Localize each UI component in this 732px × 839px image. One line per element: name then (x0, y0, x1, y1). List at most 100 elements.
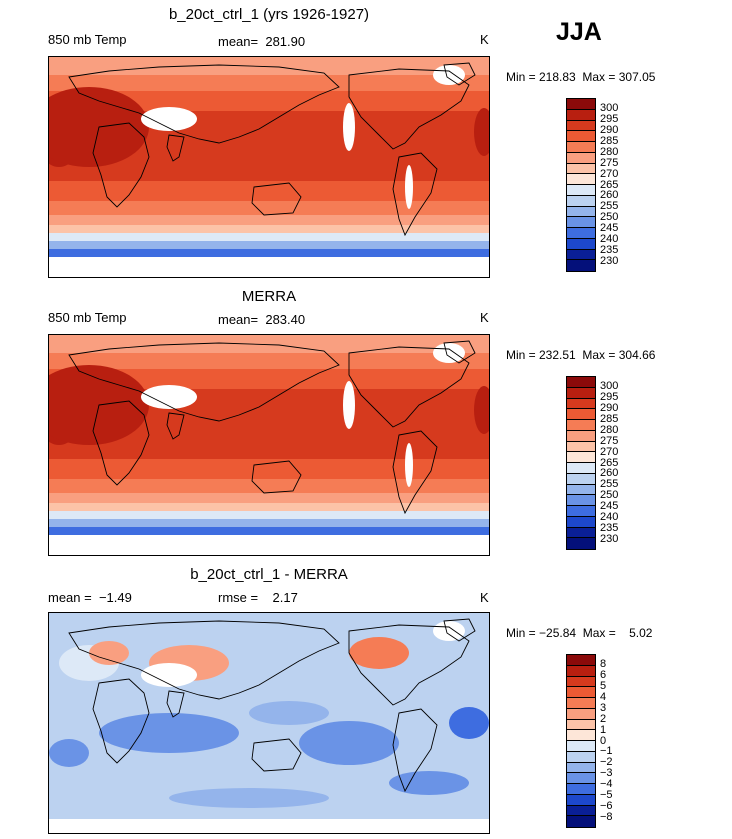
coastline (251, 182, 302, 216)
colorbar-tick-label: 255 (600, 200, 619, 213)
coastline (392, 430, 438, 515)
colorbar-swatch (567, 506, 595, 517)
colorbar-swatch (567, 131, 595, 142)
panel3-minmax: Min = −25.84 Max = 5.02 (506, 626, 653, 640)
coastline (166, 690, 185, 718)
colorbar-swatch (567, 99, 595, 110)
coastline (92, 678, 150, 764)
difference-region (349, 637, 409, 669)
colorbar-swatch (567, 527, 595, 539)
colorbar-tick-label: 255 (600, 478, 619, 491)
contour-band (49, 503, 489, 511)
colorbar-tick-label: 250 (600, 211, 619, 224)
season-label: JJA (556, 18, 602, 46)
missing-data-region (141, 385, 197, 409)
colorbar-tick-label: 275 (600, 434, 619, 447)
colorbar-swatch (567, 687, 595, 698)
contour-band (49, 335, 489, 353)
contour-band (49, 215, 489, 225)
colorbar-tick-label: 230 (600, 532, 619, 545)
panel1-variable-label: 850 mb Temp (48, 32, 127, 47)
colorbar-tick-label: −8 (600, 810, 613, 823)
colorbar-tick-label: 8 (600, 658, 607, 671)
colorbar-swatch (567, 495, 595, 506)
difference-region (249, 701, 329, 725)
difference-region (49, 739, 89, 767)
colorbar-swatch (567, 109, 595, 121)
colorbar-tick-label: 260 (600, 189, 619, 202)
colorbar-swatch (567, 676, 595, 688)
colorbar-tick-label: −2 (600, 756, 613, 769)
contour-band (49, 249, 489, 257)
missing-data-region (405, 443, 413, 487)
colorbar-swatch (567, 120, 595, 132)
contour-band (49, 225, 489, 233)
colorbar-swatch (567, 260, 595, 271)
colorbar-swatch (567, 228, 595, 239)
panel1-title: b_20ct_ctrl_1 (yrs 1926-1927) (168, 6, 370, 23)
contour-band (49, 233, 489, 241)
coastline (251, 738, 302, 772)
difference-region (169, 788, 329, 808)
colorbar-tick-label: 6 (600, 669, 607, 682)
map-field (49, 335, 489, 555)
colorbar-tick-label: −4 (600, 778, 613, 790)
contour-band (49, 57, 489, 75)
coastline (92, 400, 150, 486)
difference-region (299, 721, 399, 765)
hot-region (474, 108, 489, 156)
missing-data-region (433, 621, 465, 641)
colorbar-tick-label: 285 (600, 413, 619, 425)
colorbar-swatch (567, 794, 595, 806)
colorbar-swatch (567, 762, 595, 774)
colorbar-tick-label: 240 (600, 510, 619, 523)
missing-data-region (405, 165, 413, 209)
coastline (68, 620, 340, 700)
coastline (68, 342, 340, 422)
colorbar-swatch (567, 249, 595, 261)
coastline (443, 340, 476, 364)
colorbar-swatch (567, 398, 595, 410)
colorbar-swatch (567, 206, 595, 218)
contour-band (49, 535, 489, 555)
contour-band (49, 459, 489, 479)
colorbar-swatch (567, 730, 595, 741)
coastline (392, 152, 438, 237)
panel1-minmax: Min = 218.83 Max = 307.05 (506, 70, 656, 84)
missing-data-region (343, 103, 355, 151)
panel2-units-label: K (480, 310, 489, 325)
colorbar-swatch (567, 516, 595, 528)
coastline (348, 68, 470, 150)
missing-data-region (343, 381, 355, 429)
colorbar-tick-label: −6 (600, 799, 613, 812)
colorbar-tick-label: 240 (600, 232, 619, 245)
difference-region (89, 641, 129, 665)
colorbar-swatch (567, 719, 595, 731)
colorbar-tick-label: 235 (600, 521, 619, 534)
colorbar-tick-label: 270 (600, 445, 619, 458)
contour-band (49, 91, 489, 111)
difference-region (99, 713, 239, 753)
colorbar-tick-label: 250 (600, 489, 619, 502)
panel1-colorbar (566, 98, 596, 272)
colorbar-swatch (567, 816, 595, 827)
map-field (49, 57, 489, 277)
colorbar-swatch (567, 430, 595, 442)
colorbar-swatch (567, 238, 595, 250)
coastline (443, 618, 476, 642)
colorbar-swatch (567, 708, 595, 720)
difference-region (389, 771, 469, 795)
hot-region (474, 386, 489, 434)
colorbar-swatch (567, 805, 595, 817)
colorbar-swatch (567, 784, 595, 795)
colorbar-swatch (567, 185, 595, 196)
contour-band (49, 511, 489, 519)
panel1-units-label: K (480, 32, 489, 47)
colorbar-swatch (567, 463, 595, 474)
contour-band (49, 519, 489, 527)
panel1-map (48, 56, 490, 278)
colorbar-tick-label: 1 (600, 723, 607, 736)
panel2-title: MERRA (241, 288, 297, 305)
colorbar-tick-label: 285 (600, 135, 619, 147)
panel3-title: b_20ct_ctrl_1 - MERRA (190, 566, 348, 583)
